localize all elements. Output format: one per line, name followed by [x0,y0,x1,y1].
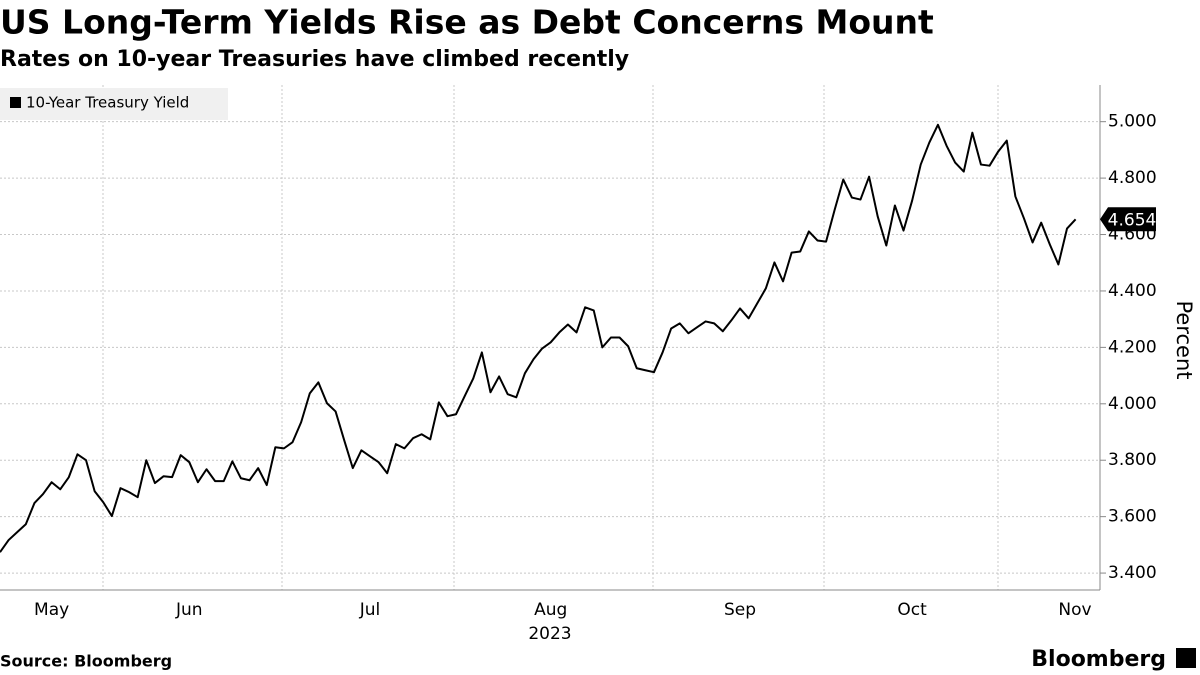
x-tick-label: May [34,600,69,620]
y-tick-label: 3.400 [1108,563,1157,583]
legend-label: 10-Year Treasury Yield [26,94,189,112]
x-axis-year: 2023 [528,624,571,644]
x-tick-label: Sep [724,600,756,620]
y-tick-label: 4.800 [1108,168,1157,188]
y-tick-label: 4.400 [1108,281,1157,301]
x-tick-label: Jul [359,600,381,620]
logo-icon [1176,648,1196,668]
last-value-label: 4.654 [1108,210,1157,230]
legend-box [0,88,228,120]
y-tick-label: 3.800 [1108,450,1157,470]
chart-subtitle: Rates on 10-year Treasuries have climbed… [0,47,629,72]
chart-title: US Long-Term Yields Rise as Debt Concern… [0,3,934,42]
y-tick-label: 5.000 [1108,112,1157,132]
x-tick-label: Oct [897,600,927,620]
legend-swatch [10,97,21,108]
last-value-box [1100,207,1156,232]
y-tick-label: 4.000 [1108,394,1157,414]
x-tick-label: Jun [175,600,203,620]
x-tick-label: Nov [1058,600,1091,620]
y-tick-label: 4.200 [1108,337,1157,357]
logo: Bloomberg [1031,647,1166,672]
series-line [0,123,1077,553]
month-gridlines [102,85,999,590]
y-tick-label: 3.600 [1108,507,1157,527]
x-tick-label: Aug [534,600,567,620]
source: Source: Bloomberg [0,652,172,671]
y-axis-label: Percent [1172,300,1196,379]
